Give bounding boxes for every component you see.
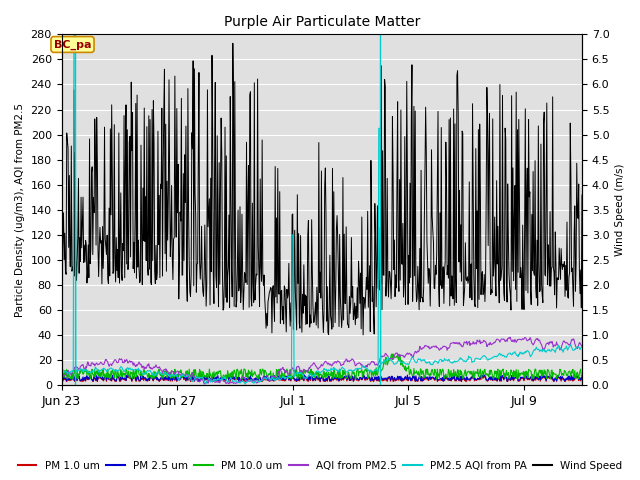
Text: BC_pa: BC_pa bbox=[54, 39, 92, 49]
Legend: PM 1.0 um, PM 2.5 um, PM 10.0 um, AQI from PM2.5, PM2.5 AQI from PA, Wind Speed: PM 1.0 um, PM 2.5 um, PM 10.0 um, AQI fr… bbox=[13, 456, 627, 475]
Title: Purple Air Particulate Matter: Purple Air Particulate Matter bbox=[223, 15, 420, 29]
X-axis label: Time: Time bbox=[307, 414, 337, 427]
Y-axis label: Wind Speed (m/s): Wind Speed (m/s) bbox=[615, 164, 625, 256]
Y-axis label: Particle Density (ug/m3), AQI from PM2.5: Particle Density (ug/m3), AQI from PM2.5 bbox=[15, 103, 25, 317]
